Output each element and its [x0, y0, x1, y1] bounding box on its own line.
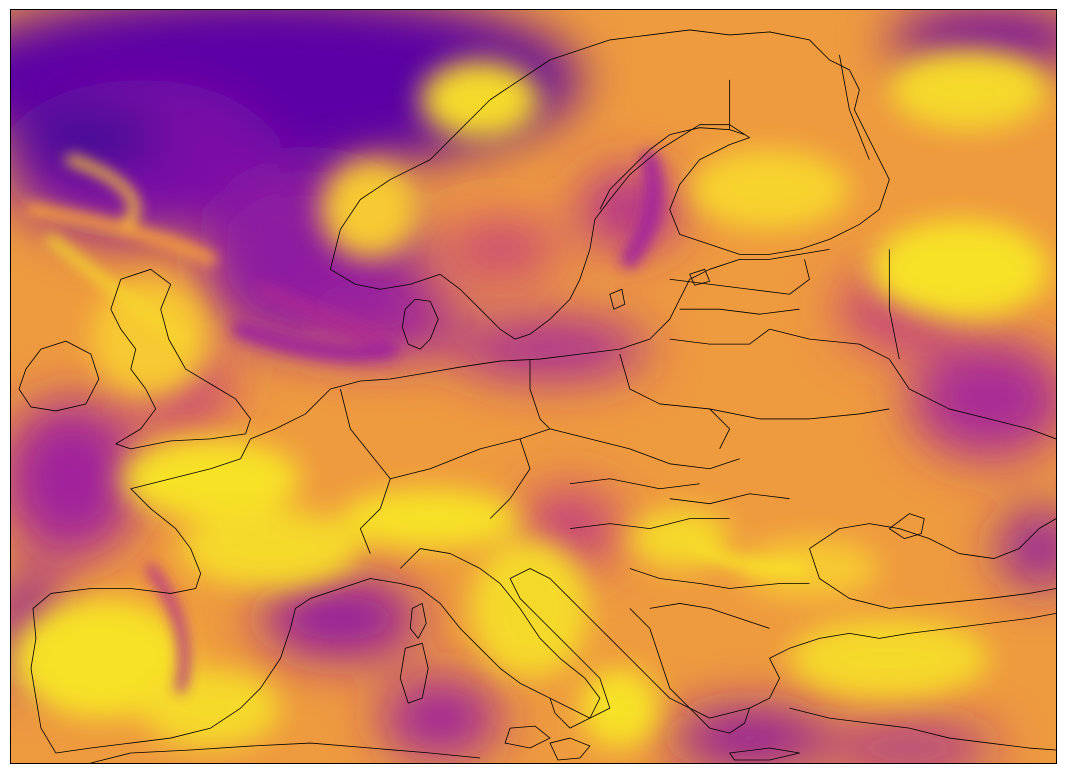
- western-coast: [30, 438, 311, 754]
- mediterranean-north-coast: [310, 568, 750, 719]
- saaremaa-outline: [689, 268, 711, 286]
- sicily-outline: [549, 737, 591, 761]
- turkey-south-coast: [789, 707, 1056, 751]
- ireland-outline: [18, 340, 100, 412]
- great-britain-outline: [110, 268, 251, 450]
- balkans-outline: [629, 608, 1056, 734]
- map-figure: [11, 10, 1056, 763]
- crete-outline: [729, 747, 800, 761]
- coastlines-borders: [18, 29, 1056, 763]
- corsica-outline: [409, 603, 427, 639]
- italy-outline: [399, 548, 601, 749]
- scandinavia-outline: [329, 29, 890, 340]
- north-africa-coast: [90, 742, 481, 763]
- interior-borders: [339, 54, 1056, 629]
- heat-field-streaks: [24, 150, 806, 694]
- crimea-outline: [888, 513, 925, 539]
- map-frame: [10, 9, 1057, 764]
- sardinia-outline: [399, 642, 429, 704]
- black-sea-outline: [809, 518, 1056, 609]
- gotland-outline: [609, 288, 626, 310]
- heat-field-low: [11, 10, 1056, 763]
- gulf-of-bothnia: [599, 127, 745, 210]
- continent-north-coast: [250, 248, 830, 440]
- denmark-outline: [401, 298, 439, 350]
